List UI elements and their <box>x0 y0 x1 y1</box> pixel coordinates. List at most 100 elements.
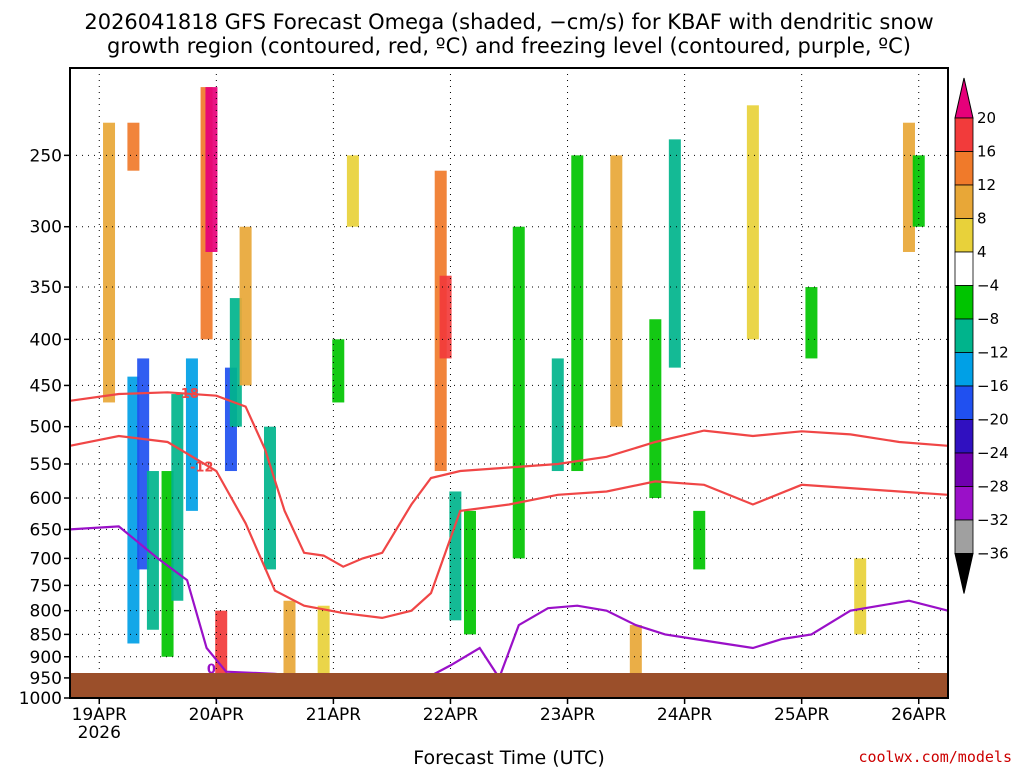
colorbar-label-1: 16 <box>977 143 996 161</box>
contour-label-0: -18 <box>175 387 199 402</box>
omega-cell-4 <box>146 471 159 630</box>
colorbar-label-12: −32 <box>977 511 1009 529</box>
y-tick-label-700: 700 <box>30 549 62 569</box>
omega-cell-1 <box>127 122 140 171</box>
colorbar-swatch-8 <box>954 352 974 387</box>
ground-strip <box>71 673 947 697</box>
y-tick-label-900: 900 <box>30 648 62 668</box>
colorbar-label-10: −24 <box>977 444 1009 462</box>
x-axis-label: Forecast Time (UTC) <box>413 747 604 768</box>
y-tick-label-650: 650 <box>30 520 62 540</box>
x-tick-label-20APR: 20APR <box>189 705 245 725</box>
colorbar-top-arrow <box>954 77 974 119</box>
x-tick-sublabel-19APR: 2026 <box>78 723 121 743</box>
colorbar-swatch-13 <box>954 519 974 554</box>
omega-cell-15 <box>283 600 296 678</box>
y-tick-label-300: 300 <box>30 218 62 238</box>
x-tick-label-25APR: 25APR <box>774 705 830 725</box>
y-tick-label-950: 950 <box>30 669 62 689</box>
omega-cell-14 <box>263 426 276 570</box>
x-tick-label-26APR: 26APR <box>891 705 947 725</box>
colorbar-label-9: −20 <box>977 411 1009 429</box>
x-tick-label-21APR: 21APR <box>306 705 362 725</box>
y-tick-label-450: 450 <box>30 376 62 396</box>
x-tick-label-19APR: 19APR <box>72 705 128 725</box>
colorbar-label-8: −16 <box>977 377 1009 395</box>
omega-cell-5 <box>161 471 174 657</box>
omega-cell-27 <box>629 625 642 683</box>
credit-text[interactable]: coolwx.com/models <box>858 748 1012 766</box>
colorbar-swatch-9 <box>954 385 974 420</box>
omega-cell-33 <box>854 558 867 635</box>
contour-line-1 <box>69 434 949 620</box>
colorbar-swatch-6 <box>954 285 974 320</box>
plot-frame <box>69 67 949 699</box>
colorbar-label-13: −36 <box>977 545 1009 563</box>
omega-cell-23 <box>512 226 525 559</box>
omega-cell-7 <box>185 358 198 511</box>
colorbar-label-0: 20 <box>977 109 996 127</box>
y-axis: 250 300 350 400 450 500 550 600 650 700 750 800 850 9… <box>19 146 70 709</box>
omega-cell-26 <box>610 155 623 427</box>
colorbar-label-6: −8 <box>977 310 999 328</box>
colorbar-label-3: 8 <box>977 210 987 228</box>
y-tick-label-1000: 1000 <box>19 689 62 709</box>
y-tick-label-850: 850 <box>30 625 62 645</box>
omega-cell-10 <box>215 610 228 674</box>
omega-cell-12 <box>229 298 242 427</box>
y-tick-label-550: 550 <box>30 455 62 475</box>
omega-cell-32 <box>805 287 818 359</box>
contour-line-0 <box>69 391 949 568</box>
colorbar-swatch-3 <box>954 184 974 219</box>
colorbar-label-7: −12 <box>977 344 1009 362</box>
colorbar-label-5: −4 <box>977 277 999 295</box>
x-tick-label-22APR: 22APR <box>423 705 479 725</box>
y-tick-label-250: 250 <box>30 146 62 166</box>
contour-label-2: 0 <box>207 663 216 678</box>
colorbar-swatch-5 <box>954 251 974 286</box>
colorbar-label-4: 4 <box>977 243 987 261</box>
omega-cell-30 <box>693 510 706 570</box>
omega-cell-22 <box>463 510 476 635</box>
chart-title-line-2: growth region (contoured, red, ºC) and f… <box>107 34 911 58</box>
omega-cell-21 <box>449 491 462 621</box>
omega-cell-29 <box>668 139 681 368</box>
omega-cell-16 <box>317 605 330 683</box>
omega-cell-25 <box>571 155 584 472</box>
colorbar-label-2: 12 <box>977 176 996 194</box>
omega-cell-31 <box>746 105 759 340</box>
colorbar-swatch-4 <box>954 218 974 253</box>
y-tick-label-800: 800 <box>30 602 62 622</box>
colorbar-swatch-10 <box>954 419 974 454</box>
colorbar-bottom-arrow <box>954 553 974 594</box>
omega-cell-34 <box>902 122 915 252</box>
omega-cell-0 <box>103 122 116 403</box>
colorbar-swatch-2 <box>954 151 974 186</box>
omega-cell-35 <box>912 155 925 227</box>
colorbar-swatch-11 <box>954 452 974 487</box>
contour-label-1: -12 <box>190 461 214 476</box>
y-tick-label-400: 400 <box>30 330 62 350</box>
omega-cell-18 <box>346 155 359 227</box>
omega-shading <box>103 87 925 683</box>
plot-area: -18 -12 0 <box>69 67 949 700</box>
omega-cell-2 <box>127 376 140 644</box>
x-tick-label-24APR: 24APR <box>657 705 713 725</box>
colorbar-label-11: −28 <box>977 478 1009 496</box>
y-tick-label-750: 750 <box>30 576 62 596</box>
omega-cell-24 <box>551 358 564 472</box>
y-tick-label-500: 500 <box>30 418 62 438</box>
colorbar: 20 16 12 8 4 −4 −8 −12 −16 −20 −24 −28 −32 −36 <box>954 77 1009 594</box>
omega-cell-17 <box>332 339 345 403</box>
temperature-contours: -18 -12 0 <box>69 387 949 700</box>
colorbar-swatch-12 <box>954 486 974 521</box>
chart-title-line-1: 2026041818 GFS Forecast Omega (shaded, −… <box>84 10 933 34</box>
y-tick-label-350: 350 <box>30 278 62 298</box>
omega-cell-9 <box>205 87 218 252</box>
omega-cell-20 <box>439 275 452 359</box>
omega-cell-13 <box>239 226 252 386</box>
y-tick-label-600: 600 <box>30 489 62 509</box>
colorbar-swatch-1 <box>954 117 974 152</box>
